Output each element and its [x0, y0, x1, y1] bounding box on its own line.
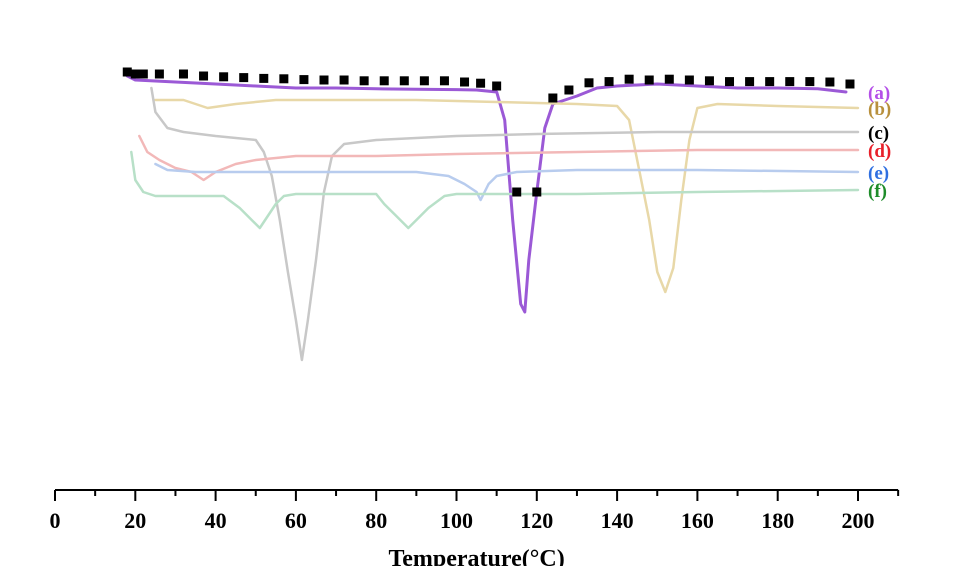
square-marker-17	[439, 76, 449, 86]
square-marker-18	[460, 77, 470, 87]
square-marker-30	[684, 75, 694, 85]
x-tick-label-180: 180	[761, 508, 794, 533]
curve-e	[154, 162, 860, 202]
square-marker-21	[512, 187, 522, 197]
legend-label-d: (d)	[868, 141, 891, 162]
square-marker-37	[825, 77, 835, 87]
x-tick-label-140: 140	[601, 508, 634, 533]
square-marker-16	[419, 76, 429, 86]
x-tick-label-0: 0	[50, 508, 61, 533]
square-marker-32	[725, 77, 735, 87]
square-marker-5	[199, 71, 209, 81]
square-marker-8	[259, 73, 269, 83]
x-tick-label-20: 20	[124, 508, 146, 533]
square-marker-23	[548, 93, 558, 103]
square-marker-27	[624, 74, 634, 84]
legend-label-e: (e)	[868, 163, 889, 184]
square-marker-22	[532, 187, 542, 197]
square-marker-2	[138, 69, 148, 79]
legend-label-f: (f)	[868, 181, 887, 202]
square-marker-31	[704, 76, 714, 86]
square-marker-36	[805, 77, 815, 87]
x-axis-title: Temperature(°C)	[388, 546, 564, 566]
x-tick-label-120: 120	[520, 508, 553, 533]
curve-f	[130, 150, 860, 230]
square-marker-1	[130, 69, 140, 79]
legend-label-a: (a)	[868, 83, 890, 104]
x-tick-label-100: 100	[440, 508, 473, 533]
square-marker-9	[279, 74, 289, 84]
curve-d	[138, 134, 860, 182]
square-marker-33	[745, 77, 755, 87]
x-tick-label-60: 60	[285, 508, 307, 533]
square-marker-34	[765, 77, 775, 87]
legend-label-b: (b)	[868, 99, 891, 120]
square-marker-25	[584, 78, 594, 88]
square-marker-6	[219, 72, 229, 82]
curves-group	[125, 74, 860, 362]
square-marker-7	[239, 73, 249, 83]
square-marker-28	[644, 75, 654, 85]
square-marker-20	[492, 81, 502, 91]
square-marker-14	[379, 76, 389, 86]
square-markers-group	[122, 67, 855, 197]
curve-a	[125, 74, 848, 314]
square-marker-26	[604, 77, 614, 87]
square-marker-38	[845, 79, 855, 89]
legend-label-c: (c)	[868, 123, 889, 144]
x-tick-label-160: 160	[681, 508, 714, 533]
square-marker-11	[319, 75, 329, 85]
x-tick-label-80: 80	[365, 508, 387, 533]
legend: (a)(b) (c)(d)(e)(f)	[868, 83, 891, 202]
x-axis: 0 20 40 60 80 100 120 140 160 180 200	[50, 489, 900, 533]
square-marker-24	[564, 85, 574, 95]
curve-c	[150, 86, 860, 362]
square-marker-35	[785, 77, 795, 87]
x-ticks: 0 20 40 60 80 100 120 140 160 180 200	[50, 490, 900, 533]
square-marker-13	[359, 76, 369, 86]
square-marker-10	[299, 75, 309, 85]
square-marker-15	[399, 76, 409, 86]
x-tick-label-40: 40	[205, 508, 227, 533]
square-marker-12	[339, 75, 349, 85]
square-marker-19	[476, 78, 486, 88]
square-marker-4	[178, 69, 188, 79]
x-tick-label-200: 200	[842, 508, 875, 533]
square-marker-29	[664, 74, 674, 84]
square-marker-0	[122, 67, 132, 77]
square-marker-3	[154, 69, 164, 79]
